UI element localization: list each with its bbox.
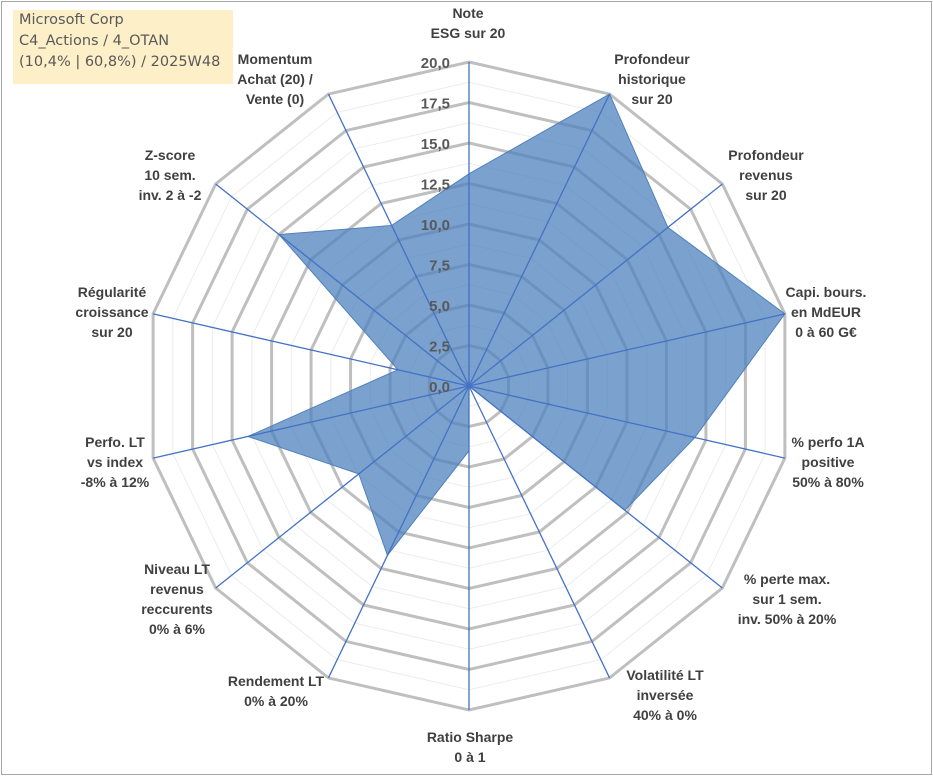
axis-label: Ratio Sharpe 0 à 1 xyxy=(427,729,514,765)
axis-label-line: Z-score xyxy=(145,147,196,163)
axis-label-line: Achat (20) / xyxy=(237,71,313,87)
axis-label-line: Momentum xyxy=(238,51,313,67)
axis-line xyxy=(468,313,786,387)
axis-label-line: ESG sur 20 xyxy=(431,25,506,41)
axis-label-line: -8% à 12% xyxy=(81,474,150,490)
axis-label-line: 50% à 80% xyxy=(792,474,864,490)
title-line-company: Microsoft Corp xyxy=(19,12,124,28)
axis-label-line: sur 20 xyxy=(631,91,672,107)
axis-label-line: Régularité xyxy=(78,284,147,300)
axis-label-line: revenus xyxy=(150,581,204,597)
axis-label-line: revenus xyxy=(739,167,793,183)
tick-label: 2,5 xyxy=(429,339,450,356)
axis-label-line: 10 sem. xyxy=(144,167,195,183)
axis-label-line: % perfo 1A xyxy=(791,434,864,450)
axis-label: % perfo 1A positive 50% à 80% xyxy=(791,434,864,490)
axis-label-line: sur 20 xyxy=(91,324,132,340)
axis-label-line: vs index xyxy=(87,454,143,470)
tick-label: 17,5 xyxy=(421,96,450,113)
axis-label-line: % perte max. xyxy=(744,571,830,587)
axis-label: Z-score 10 sem. inv. 2 à -2 xyxy=(139,147,202,203)
tick-label: 15,0 xyxy=(421,136,450,153)
axis-label-line: inv. 50% à 20% xyxy=(738,611,837,627)
axis-label-line: inv. 2 à -2 xyxy=(139,187,202,203)
chart-title-box: Microsoft Corp C4_Actions / 4_OTAN (10,4… xyxy=(13,10,233,84)
axis-label-line: Volatilité LT xyxy=(626,667,704,683)
axis-label-line: reccurents xyxy=(141,601,213,617)
axis-label: Profondeur revenus sur 20 xyxy=(728,147,804,203)
tick-label: 7,5 xyxy=(429,258,450,275)
axis-label: Niveau LT revenus reccurents 0% à 6% xyxy=(141,561,213,637)
axis-label: Volatilité LT inversée 40% à 0% xyxy=(626,667,704,723)
axis-line xyxy=(152,313,470,387)
axis-label-line: Niveau LT xyxy=(144,561,210,577)
axis-label-line: 0 à 1 xyxy=(454,749,485,765)
axis-line xyxy=(468,385,611,679)
axis-line xyxy=(215,385,470,589)
axis-label: Rendement LT 0% à 20% xyxy=(228,673,325,709)
axis-label-line: 40% à 0% xyxy=(633,707,697,723)
axis-label-line: croissance xyxy=(75,304,148,320)
axis-label-line: inversée xyxy=(637,687,694,703)
axis-label-line: Profondeur xyxy=(728,147,804,163)
axis-line xyxy=(468,385,786,459)
axis-label: Régularité croissance sur 20 xyxy=(75,284,148,340)
axis-label-line: Capi. bours. xyxy=(786,284,867,300)
title-line-category: C4_Actions / 4_OTAN xyxy=(19,33,170,49)
data-series-area xyxy=(246,93,786,557)
axis-label: Profondeur historique sur 20 xyxy=(614,51,690,107)
axis-label: Momentum Achat (20) / Vente (0) xyxy=(237,51,313,107)
axis-label-line: sur 1 sem. xyxy=(752,591,821,607)
tick-label: 20,0 xyxy=(421,55,450,72)
axis-line xyxy=(215,183,470,387)
axis-label: Note ESG sur 20 xyxy=(431,5,506,41)
axis-label: % perte max. sur 1 sem. inv. 50% à 20% xyxy=(738,571,837,627)
axis-line xyxy=(468,183,723,387)
axis-label-line: 0 à 60 G€ xyxy=(795,324,857,340)
tick-label: 0,0 xyxy=(429,379,450,396)
axis-label-line: Perfo. LT xyxy=(85,434,145,450)
tick-label: 10,0 xyxy=(421,217,450,234)
axis-label-line: sur 20 xyxy=(745,187,786,203)
axis-label-line: positive xyxy=(802,454,855,470)
title-line-stats: (10,4% | 60,8%) / 2025W48 xyxy=(19,54,221,70)
axis-label-line: 0% à 20% xyxy=(244,693,308,709)
axis-label-line: Vente (0) xyxy=(246,91,304,107)
tick-label: 5,0 xyxy=(429,298,450,315)
axis-label-line: Ratio Sharpe xyxy=(427,729,514,745)
axis-line xyxy=(327,385,470,679)
axis-line xyxy=(468,385,723,589)
axis-label-line: Profondeur xyxy=(614,51,690,67)
axis-label: Capi. bours. en MdEUR 0 à 60 G€ xyxy=(786,284,867,340)
axis-label-line: 0% à 6% xyxy=(149,621,206,637)
axis-line xyxy=(152,385,470,459)
axis-label-line: Note xyxy=(452,5,483,21)
axis-label: Perfo. LT vs index -8% à 12% xyxy=(81,434,150,490)
axis-label-line: Rendement LT xyxy=(228,673,325,689)
axis-label-line: historique xyxy=(618,71,686,87)
tick-label: 12,5 xyxy=(421,177,450,194)
axis-line xyxy=(468,93,611,387)
axis-line xyxy=(327,93,470,387)
axis-label-line: en MdEUR xyxy=(791,304,861,320)
